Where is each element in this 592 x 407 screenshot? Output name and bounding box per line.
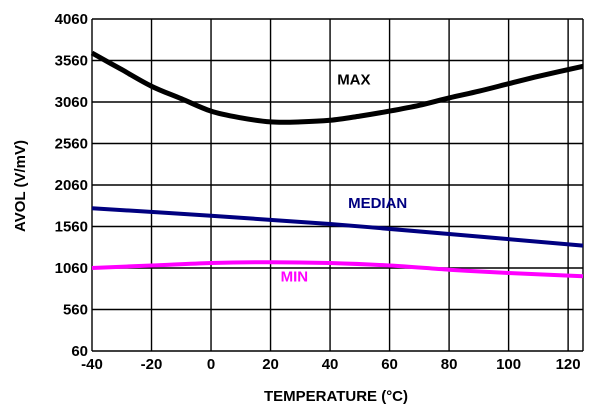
grid — [91, 18, 584, 352]
y-tick-label: 560 — [63, 302, 88, 319]
y-tick-label: 2560 — [55, 136, 88, 153]
y-tick-label: 1560 — [55, 219, 88, 236]
x-axis-title: TEMPERATURE (°C) — [264, 388, 408, 405]
x-tick-label: 40 — [322, 356, 339, 373]
series-label-min: MIN — [281, 268, 309, 285]
y-tick-label: 3060 — [55, 94, 88, 111]
y-tick-label: 4060 — [55, 11, 88, 28]
annotations-layer: MAX MEDIAN MIN — [281, 72, 408, 286]
y-axis-title: AVOL (V/mV) — [12, 140, 29, 232]
series-label-max: MAX — [337, 72, 370, 89]
series-layer — [90, 50, 584, 279]
ticks-layer: -40 -20 0 20 40 60 80 100 1206056010601560206025… — [55, 11, 581, 373]
y-tick-label: 60 — [71, 343, 88, 360]
x-tick-label: 80 — [441, 356, 458, 373]
x-tick-label: 60 — [381, 356, 398, 373]
x-tick-label: 20 — [262, 356, 279, 373]
x-tick-label: 0 — [207, 356, 215, 373]
y-tick-label: 3560 — [55, 53, 88, 70]
y-tick-label: 1060 — [55, 260, 88, 277]
series-line-min — [91, 260, 584, 279]
x-tick-label: 100 — [496, 356, 521, 373]
series-line-median — [91, 206, 584, 248]
x-tick-label: 120 — [556, 356, 581, 373]
series-line-max — [90, 50, 584, 125]
x-tick-label: -40 — [81, 356, 103, 373]
series-label-median: MEDIAN — [348, 195, 407, 212]
y-tick-label: 2060 — [55, 177, 88, 194]
x-tick-label: -20 — [141, 356, 163, 373]
